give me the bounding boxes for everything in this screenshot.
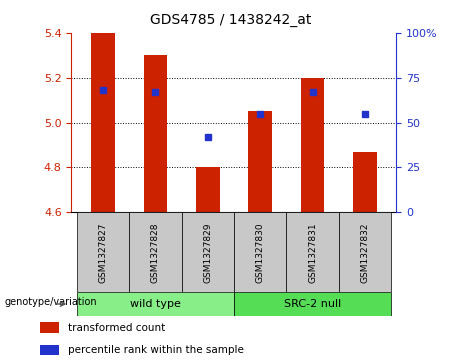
Bar bbox=[234, 292, 391, 316]
Bar bbox=[129, 212, 182, 292]
Text: GDS4785 / 1438242_at: GDS4785 / 1438242_at bbox=[150, 13, 311, 27]
Bar bbox=[40, 345, 59, 355]
Text: GSM1327832: GSM1327832 bbox=[361, 222, 370, 282]
Text: GSM1327831: GSM1327831 bbox=[308, 222, 317, 283]
Bar bbox=[91, 33, 115, 212]
Bar bbox=[40, 322, 59, 333]
Bar bbox=[339, 212, 391, 292]
Text: GSM1327829: GSM1327829 bbox=[203, 222, 212, 282]
Text: GSM1327828: GSM1327828 bbox=[151, 222, 160, 282]
Bar bbox=[143, 55, 167, 212]
Bar bbox=[77, 292, 234, 316]
Text: GSM1327827: GSM1327827 bbox=[98, 222, 107, 282]
Text: SRC-2 null: SRC-2 null bbox=[284, 299, 341, 309]
Text: transformed count: transformed count bbox=[68, 323, 165, 333]
Bar bbox=[196, 167, 219, 212]
Text: genotype/variation: genotype/variation bbox=[5, 297, 97, 307]
Bar bbox=[77, 212, 129, 292]
Bar bbox=[234, 212, 286, 292]
Bar bbox=[353, 152, 377, 212]
Bar bbox=[286, 212, 339, 292]
Bar bbox=[182, 212, 234, 292]
Bar bbox=[248, 111, 272, 212]
Bar bbox=[301, 78, 325, 212]
Text: GSM1327830: GSM1327830 bbox=[256, 222, 265, 283]
Text: wild type: wild type bbox=[130, 299, 181, 309]
Text: percentile rank within the sample: percentile rank within the sample bbox=[68, 345, 243, 355]
